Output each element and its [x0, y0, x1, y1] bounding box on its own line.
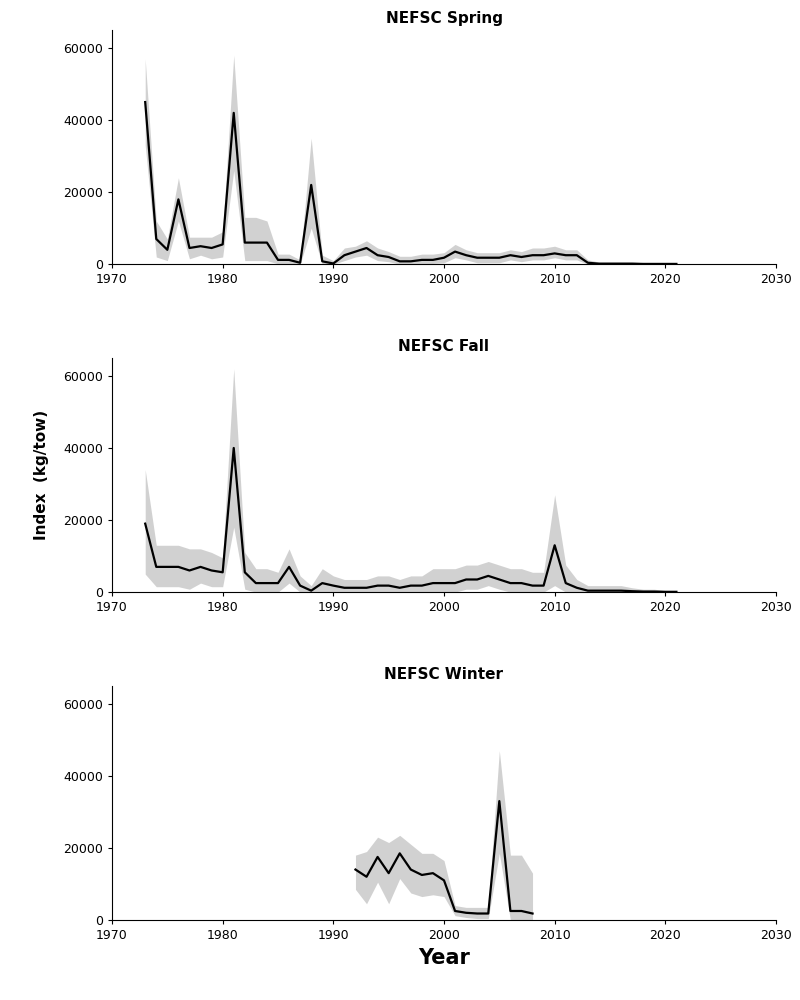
Title: NEFSC Fall: NEFSC Fall [398, 339, 490, 354]
Y-axis label: Index  (kg/tow): Index (kg/tow) [34, 410, 50, 540]
X-axis label: Year: Year [418, 948, 470, 968]
Title: NEFSC Winter: NEFSC Winter [385, 667, 503, 682]
Title: NEFSC Spring: NEFSC Spring [386, 11, 502, 26]
